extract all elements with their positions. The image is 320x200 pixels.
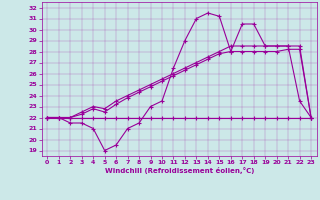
X-axis label: Windchill (Refroidissement éolien,°C): Windchill (Refroidissement éolien,°C) [105,167,254,174]
